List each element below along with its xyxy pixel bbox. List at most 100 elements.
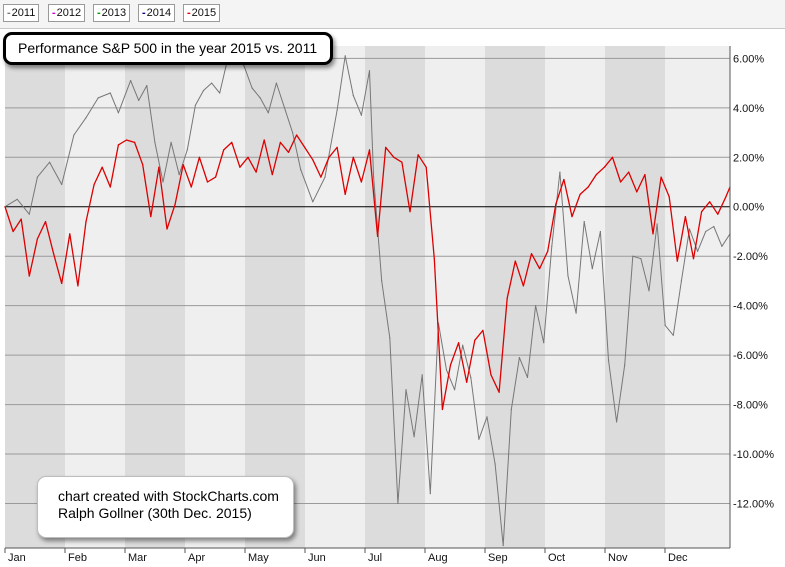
data-point-2015: [474, 339, 476, 341]
legend-swatch-2011: -: [7, 7, 11, 19]
data-point-2011: [312, 201, 314, 203]
data-point-2015: [644, 174, 646, 176]
data-point-2011: [138, 99, 140, 101]
data-point-2015: [336, 146, 338, 148]
data-point-2015: [636, 191, 638, 193]
data-point-2011: [178, 174, 180, 176]
legend-label-2014: 2014: [146, 7, 172, 19]
data-point-2015: [239, 166, 241, 168]
data-point-2011: [575, 312, 577, 314]
data-point-2015: [28, 275, 30, 277]
data-point-2011: [510, 408, 512, 411]
legend-item-2014[interactable]: -2014: [138, 4, 176, 22]
data-point-2015: [150, 216, 152, 218]
data-point-2011: [186, 149, 188, 151]
data-point-2015: [12, 230, 14, 233]
month-band-dec: [665, 46, 730, 548]
data-point-2011: [672, 334, 674, 336]
legend-item-2015[interactable]: -2015: [183, 4, 221, 22]
data-point-2015: [417, 154, 419, 156]
data-point-2015: [449, 364, 452, 366]
data-point-2015: [158, 166, 160, 168]
data-point-2011: [259, 97, 261, 99]
data-point-2011: [154, 141, 156, 143]
data-point-2015: [206, 181, 209, 183]
data-point-2011: [73, 134, 75, 136]
data-point-2015: [125, 139, 128, 141]
data-point-2015: [571, 216, 573, 218]
legend-label-2011: 2011: [11, 7, 36, 19]
data-point-2011: [360, 114, 362, 116]
data-point-2011: [518, 357, 521, 359]
data-point-2011: [49, 161, 51, 163]
data-point-2011: [664, 324, 666, 326]
chart-title-box: Performance S&P 500 in the year 2015 vs.…: [3, 32, 333, 65]
data-point-2011: [567, 275, 569, 277]
month-band-jun: [305, 46, 365, 548]
month-band-apr: [185, 46, 245, 548]
legend-item-2013[interactable]: -2013: [93, 4, 131, 22]
data-point-2011: [478, 438, 480, 440]
data-point-2011: [462, 344, 464, 346]
data-point-2015: [401, 161, 403, 163]
data-point-2011: [368, 70, 371, 72]
data-point-2015: [368, 149, 371, 151]
data-point-2015: [344, 193, 346, 195]
x-tick-label-jun: Jun: [308, 552, 326, 564]
data-point-2015: [182, 164, 184, 166]
y-tick-label: 0.00%: [733, 202, 764, 214]
data-point-2011: [352, 94, 354, 97]
data-point-2011: [251, 87, 253, 89]
x-tick-label-feb: Feb: [68, 552, 87, 564]
data-point-2015: [425, 166, 427, 168]
data-point-2015: [652, 233, 654, 235]
data-point-2015: [352, 156, 354, 158]
data-point-2015: [579, 193, 581, 195]
y-tick-label: -12.00%: [733, 498, 774, 510]
legend-label-2015: 2015: [191, 7, 217, 19]
month-band-feb: [65, 46, 125, 548]
data-point-2011: [344, 55, 346, 57]
data-point-2011: [162, 181, 164, 183]
legend-item-2011[interactable]: -2011: [3, 4, 40, 22]
data-point-2015: [603, 166, 606, 168]
legend-swatch-2015: -: [187, 7, 191, 19]
data-point-2011: [243, 65, 245, 67]
data-point-2011: [535, 305, 537, 307]
data-point-2015: [709, 201, 711, 203]
data-point-2015: [215, 176, 217, 178]
data-point-2011: [543, 342, 545, 344]
data-point-2011: [267, 112, 269, 114]
legend-label-2013: 2013: [101, 7, 127, 19]
month-band-jul: [365, 46, 425, 548]
legend-item-2012[interactable]: -2012: [48, 4, 86, 22]
data-point-2015: [304, 146, 306, 148]
data-point-2015: [668, 196, 670, 198]
month-band-mar: [125, 46, 185, 548]
data-point-2015: [36, 238, 39, 240]
data-point-2015: [522, 285, 525, 287]
data-point-2011: [336, 109, 338, 111]
data-point-2011: [616, 421, 618, 423]
data-point-2011: [559, 171, 561, 173]
data-point-2011: [389, 337, 391, 339]
month-band-nov: [605, 46, 665, 548]
y-tick-label: -6.00%: [733, 350, 768, 362]
data-point-2015: [620, 181, 622, 183]
x-tick-label-apr: Apr: [188, 552, 205, 564]
data-point-2015: [466, 381, 468, 383]
data-point-2015: [506, 297, 508, 299]
data-point-2015: [44, 221, 47, 223]
data-point-2015: [547, 250, 549, 252]
data-point-2015: [255, 171, 257, 173]
data-point-2015: [725, 196, 727, 198]
month-band-oct: [545, 46, 605, 548]
data-point-2015: [563, 178, 565, 181]
data-point-2011: [713, 225, 715, 228]
data-point-2011: [219, 92, 221, 94]
data-point-2015: [312, 159, 314, 161]
axes: 6.00% 4.00% 2.00% 0.00% -2.00% -4.00% -6.00% -8…: [4, 46, 774, 564]
legend-swatch-2014: -: [142, 7, 146, 19]
data-point-2011: [16, 198, 18, 200]
data-point-2011: [97, 97, 99, 99]
